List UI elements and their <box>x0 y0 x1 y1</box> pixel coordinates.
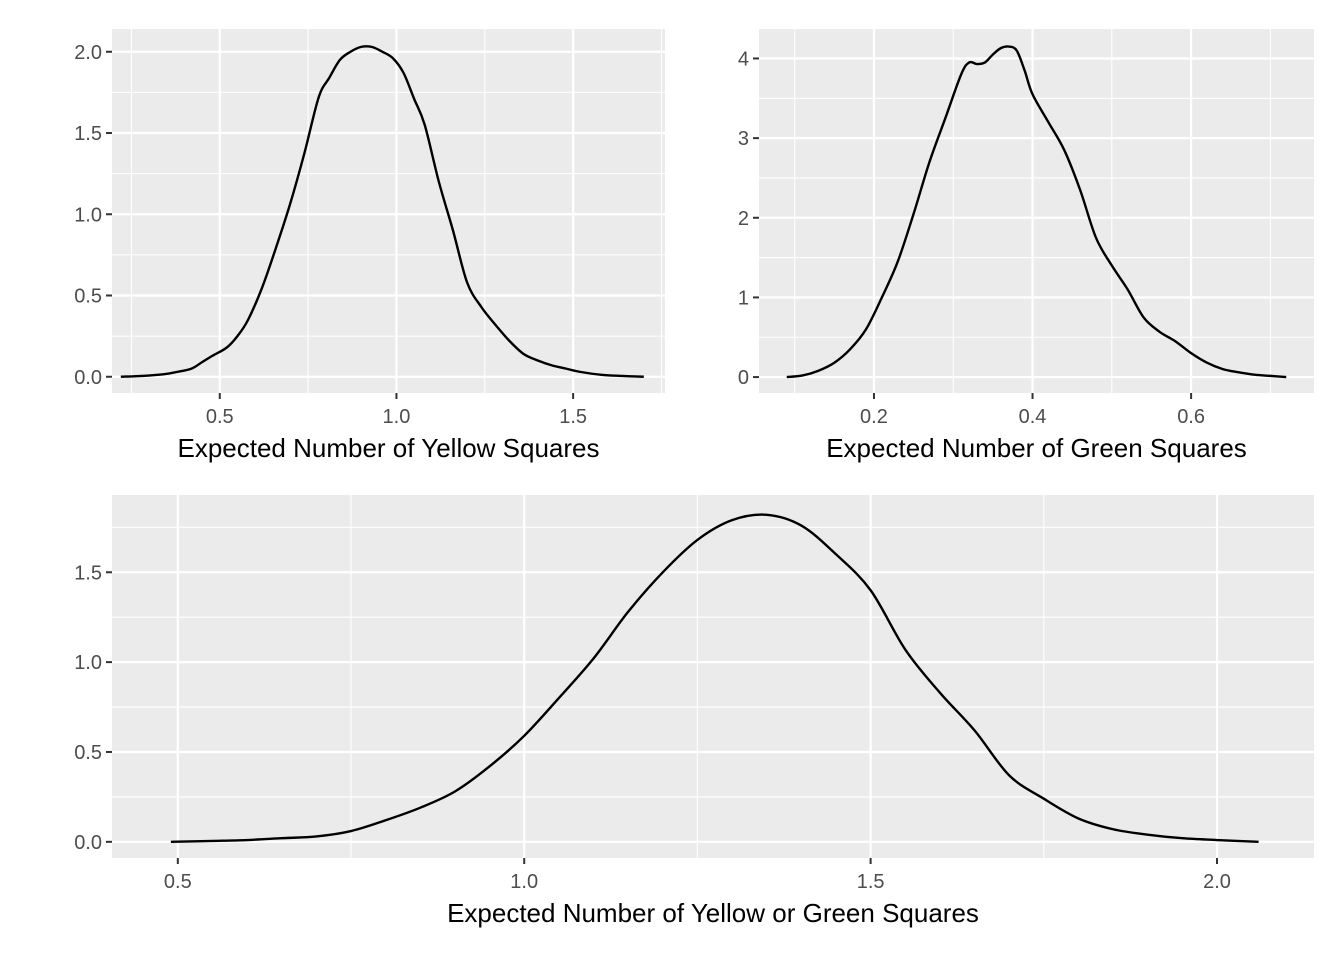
panel-combined: 0.5 1.0 1.5 2.0 0.0 0.5 1.0 1.5 Expected Number … <box>74 495 1314 928</box>
x-axis-title: Expected Number of Yellow Squares <box>177 433 599 463</box>
x-tick-label: 1.5 <box>559 406 587 428</box>
y-tick-label: 1.5 <box>74 123 102 145</box>
x-tick-label: 1.0 <box>383 406 411 428</box>
panel-yellow: 0.5 1.0 1.5 0.0 0.5 1.0 1.5 2.0 Expected Number … <box>74 29 665 463</box>
y-tick-label: 2 <box>738 208 749 230</box>
x-axis-title: Expected Number of Yellow or Green Squar… <box>447 898 979 928</box>
y-tick-label: 1.0 <box>74 652 102 674</box>
density-curve <box>786 45 1287 379</box>
y-tick-label: 0.5 <box>74 742 102 764</box>
panel-background <box>112 29 665 393</box>
x-axis-title: Expected Number of Green Squares <box>826 433 1247 463</box>
y-tick-label: 0 <box>738 367 749 389</box>
x-tick-label: 0.5 <box>164 871 192 893</box>
y-tick-label: 0.5 <box>74 286 102 308</box>
x-tick-label: 1.0 <box>510 871 538 893</box>
x-tick-label: 0.6 <box>1177 406 1205 428</box>
panel-background <box>759 29 1314 393</box>
y-tick-label: 0.0 <box>74 832 102 854</box>
y-tick-label: 1.0 <box>74 204 102 226</box>
x-tick-label: 0.5 <box>206 406 234 428</box>
x-tick-label: 0.2 <box>860 406 888 428</box>
panel-green: 0.2 0.4 0.6 0 1 2 3 4 Expected Number of Green S… <box>738 29 1314 463</box>
y-tick-label: 4 <box>738 48 749 70</box>
y-tick-label: 1 <box>738 287 749 309</box>
y-tick-label: 2.0 <box>74 42 102 64</box>
y-tick-label: 1.5 <box>74 562 102 584</box>
x-tick-label: 2.0 <box>1203 871 1231 893</box>
density-curve <box>170 513 1259 844</box>
x-tick-label: 1.5 <box>857 871 885 893</box>
x-tick-label: 0.4 <box>1019 406 1047 428</box>
y-tick-label: 3 <box>738 128 749 150</box>
panel-background <box>112 495 1314 858</box>
y-tick-label: 0.0 <box>74 367 102 389</box>
density-curve <box>120 45 644 378</box>
